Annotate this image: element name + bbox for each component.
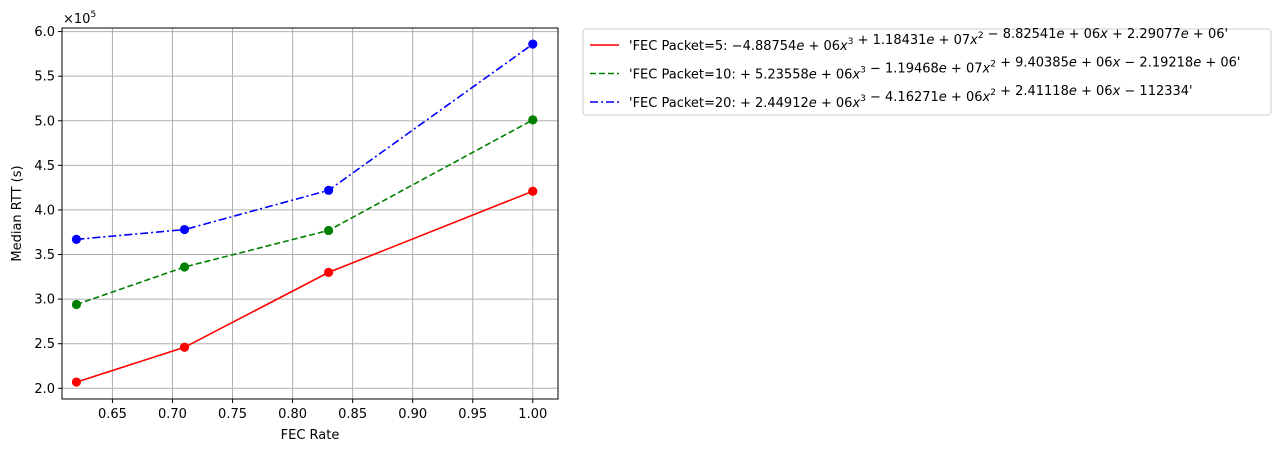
series-0-point bbox=[324, 267, 334, 277]
y-axis-multiplier-exponent: 5 bbox=[90, 10, 96, 20]
legend-label-part: + 06' bbox=[1189, 27, 1228, 42]
series-1-point bbox=[71, 299, 82, 310]
series-line-0 bbox=[76, 190, 534, 383]
legend-label-part: + 2.41118 bbox=[996, 84, 1069, 99]
series-0-point bbox=[71, 377, 82, 387]
legend-label-part: + 06 bbox=[817, 96, 853, 111]
legend-label-part: + 06' bbox=[1201, 56, 1240, 71]
legend-label-part: 2 bbox=[990, 60, 996, 70]
series-2-point bbox=[179, 224, 190, 235]
legend-label-part: + 06 bbox=[1077, 56, 1113, 71]
tick-layer: 0.65 0.70 0.75 0.80 0.85 0.90 0.95 1.00 2.0 2.5 3.… bbox=[34, 25, 547, 422]
legend-label-part: 2 bbox=[990, 88, 996, 98]
legend-label-part: + 06 bbox=[1077, 84, 1113, 99]
x-tick-label: 0.85 bbox=[338, 407, 367, 422]
legend-label-part: e bbox=[939, 62, 947, 77]
legend-label-part: 3 bbox=[848, 37, 854, 47]
series-2-point bbox=[71, 234, 82, 244]
x-tick-label: 0.65 bbox=[98, 407, 127, 422]
legend-label-part: + 06 bbox=[1064, 27, 1100, 42]
series-line-1 bbox=[76, 119, 534, 306]
legend-label-part: x bbox=[839, 39, 848, 54]
legend-label-part: + 06 bbox=[804, 39, 840, 54]
legend-label-part: 'FEC Packet=10: + 5.23558 bbox=[629, 68, 809, 83]
y-tick-label: 5.0 bbox=[34, 114, 55, 129]
x-tick-label: 0.70 bbox=[158, 407, 187, 422]
legend-label-part: e bbox=[796, 39, 804, 54]
x-tick-label: 0.90 bbox=[398, 407, 427, 422]
legend-label-part: x bbox=[851, 96, 860, 111]
plot-frame bbox=[61, 27, 559, 400]
x-tick-label: 1.00 bbox=[518, 407, 547, 422]
legend-label-part: e bbox=[926, 33, 934, 48]
y-tick-label: 6.0 bbox=[34, 25, 55, 40]
y-tick-label: 4.5 bbox=[34, 159, 55, 174]
legend-label-part: + 06 bbox=[817, 68, 853, 83]
legend-label-part: − 112334' bbox=[1120, 84, 1192, 99]
legend-label-2: 'FEC Packet=20: + 2.44912e + 06x3 − 4.16… bbox=[629, 84, 1193, 111]
legend-label-part: x bbox=[851, 68, 860, 83]
legend-label-part: 'FEC Packet=20: + 2.44912 bbox=[629, 96, 809, 111]
legend-label-part: 3 bbox=[860, 66, 866, 76]
series-0-point bbox=[528, 186, 538, 196]
legend-label-0: 'FEC Packet=5: −4.88754e + 06x3 + 1.1843… bbox=[629, 27, 1228, 54]
legend-label-part: e bbox=[1181, 27, 1189, 42]
legend-label-part: − 4.16271 bbox=[866, 90, 939, 105]
series-1-point bbox=[324, 225, 334, 236]
legend-label-part: + 07 bbox=[947, 62, 983, 77]
legend-label-part: + 2.29077 bbox=[1108, 27, 1181, 42]
legend-label-part: e bbox=[1069, 56, 1077, 71]
legend-label-part: − 1.19468 bbox=[866, 62, 939, 77]
series-2-point bbox=[324, 185, 334, 195]
x-axis-label: FEC Rate bbox=[281, 428, 340, 443]
legend-label-part: 'FEC Packet=5: −4.88754 bbox=[629, 39, 796, 54]
series-0-point bbox=[179, 342, 190, 352]
legend-label-part: e bbox=[1056, 27, 1064, 42]
legend-box bbox=[582, 28, 1272, 116]
grid-layer bbox=[62, 28, 558, 399]
legend-label-part: x bbox=[969, 33, 978, 48]
x-tick-label: 0.75 bbox=[218, 407, 247, 422]
y-tick-label: 3.5 bbox=[34, 248, 55, 263]
series-2-point bbox=[528, 39, 538, 49]
legend-label-part: 3 bbox=[860, 94, 866, 104]
legend-label-part: x bbox=[1112, 84, 1121, 99]
legend-label-part: + 06 bbox=[947, 90, 983, 105]
legend-label-part: + 07 bbox=[934, 33, 970, 48]
y-tick-label: 5.5 bbox=[34, 70, 55, 85]
y-axis-multiplier-base: ×10 bbox=[63, 12, 90, 27]
legend-label-part: x bbox=[982, 90, 991, 105]
y-tick-label: 2.5 bbox=[34, 337, 55, 352]
legend-label-part: e bbox=[809, 68, 817, 83]
x-tick-label: 0.80 bbox=[278, 407, 307, 422]
y-tick-label: 4.0 bbox=[34, 203, 55, 218]
legend-label-part: x bbox=[982, 62, 991, 77]
series-1-point bbox=[528, 115, 538, 125]
legend-label-part: 2 bbox=[978, 31, 984, 41]
legend-label-part: x bbox=[1099, 27, 1108, 42]
legend: 'FEC Packet=5: −4.88754e + 06x3 + 1.1843… bbox=[582, 27, 1272, 116]
y-tick-label: 3.0 bbox=[34, 293, 55, 308]
series-line-2 bbox=[76, 43, 534, 241]
legend-label-1: 'FEC Packet=10: + 5.23558e + 06x3 − 1.19… bbox=[629, 56, 1240, 83]
x-tick-label: 0.95 bbox=[458, 407, 487, 422]
legend-label-part: + 9.40385 bbox=[996, 56, 1069, 71]
legend-label-part: − 8.82541 bbox=[984, 27, 1057, 42]
y-axis-label: Median RTT (s) bbox=[10, 165, 25, 261]
legend-label-part: − 2.19218 bbox=[1120, 56, 1193, 71]
legend-label-part: e bbox=[1069, 84, 1077, 99]
y-tick-label: 2.0 bbox=[34, 382, 55, 397]
legend-label-part: e bbox=[1193, 56, 1201, 71]
y-axis-multiplier: ×105 bbox=[63, 10, 96, 27]
legend-label-part: e bbox=[939, 90, 947, 105]
legend-label-part: x bbox=[1112, 56, 1121, 71]
legend-label-part: e bbox=[809, 96, 817, 111]
series-layer bbox=[71, 39, 538, 387]
legend-label-part: + 1.18431 bbox=[853, 33, 926, 48]
series-1-point bbox=[179, 262, 190, 272]
